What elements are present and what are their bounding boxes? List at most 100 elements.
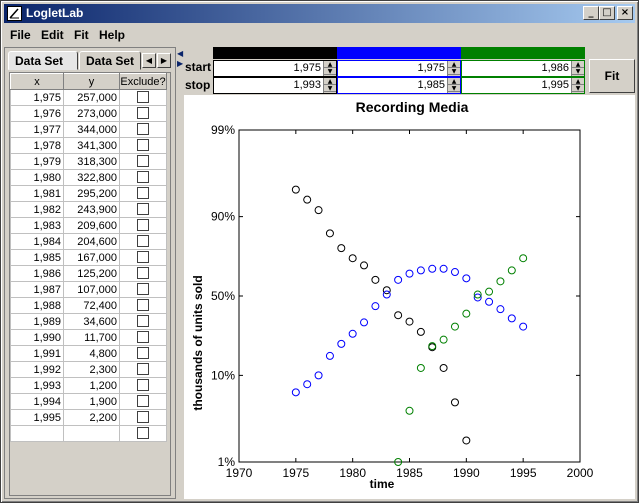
exclude-checkbox[interactable] — [137, 282, 149, 295]
maximize-button[interactable]: □ — [599, 6, 615, 20]
cell-x[interactable]: 1,986 — [10, 265, 64, 282]
exclude-checkbox[interactable] — [137, 330, 149, 343]
cell-x[interactable]: 1,975 — [10, 89, 64, 106]
table-row[interactable]: 1,984 204,600 — [10, 233, 167, 250]
cell-x[interactable]: 1,995 — [10, 409, 64, 426]
stop-value[interactable]: 1,985 — [417, 79, 445, 91]
cell-x[interactable]: 1,987 — [10, 281, 64, 298]
menu-edit[interactable]: Edit — [41, 28, 64, 42]
cell-y[interactable]: 125,200 — [63, 265, 120, 282]
cell-x[interactable]: 1,979 — [10, 153, 64, 170]
spinner-down-icon[interactable]: ▼ — [324, 68, 336, 75]
cell-y[interactable]: 167,000 — [63, 249, 120, 266]
table-row[interactable]: 1,978 341,300 — [10, 137, 167, 154]
cell-x[interactable]: 1,983 — [10, 217, 64, 234]
menu-help[interactable]: Help — [99, 28, 126, 42]
spinner-up-icon[interactable]: ▲ — [324, 78, 336, 85]
cell-y[interactable]: 2,200 — [63, 409, 120, 426]
table-row[interactable]: 1,981 295,200 — [10, 185, 167, 202]
exclude-checkbox[interactable] — [137, 394, 149, 407]
exclude-checkbox[interactable] — [137, 266, 149, 279]
exclude-checkbox[interactable] — [137, 154, 149, 167]
tab-data-set-1[interactable]: Data Set — [8, 51, 78, 70]
cell-x[interactable]: 1,994 — [10, 393, 64, 410]
exclude-checkbox[interactable] — [137, 122, 149, 135]
cell-x[interactable]: 1,984 — [10, 233, 64, 250]
exclude-checkbox[interactable] — [137, 362, 149, 375]
close-button[interactable]: × — [617, 6, 633, 20]
cell-x[interactable]: 1,990 — [10, 329, 64, 346]
table-row[interactable]: 1,988 72,400 — [10, 297, 167, 314]
cell-y[interactable] — [63, 425, 120, 442]
exclude-checkbox[interactable] — [137, 218, 149, 231]
exclude-checkbox[interactable] — [137, 250, 149, 263]
start-value[interactable]: 1,986 — [541, 62, 569, 74]
column-header-x[interactable]: x — [10, 73, 64, 90]
exclude-checkbox[interactable] — [137, 234, 149, 247]
cell-x[interactable]: 1,992 — [10, 361, 64, 378]
table-row[interactable]: 1,994 1,900 — [10, 393, 167, 410]
title-bar[interactable]: LogletLab _ □ × — [4, 4, 635, 23]
table-row[interactable]: 1,982 243,900 — [10, 201, 167, 218]
fit-button[interactable]: Fit — [589, 59, 635, 93]
spinner-up-icon[interactable]: ▲ — [448, 78, 460, 85]
tab-data-set-2[interactable]: Data Set — [79, 51, 141, 70]
minimize-button[interactable]: _ — [583, 6, 599, 20]
cell-y[interactable]: 295,200 — [63, 185, 120, 202]
cell-y[interactable]: 341,300 — [63, 137, 120, 154]
start-value[interactable]: 1,975 — [417, 62, 445, 74]
stop-spinner[interactable]: 1,985 ▲ ▼ — [337, 77, 461, 94]
start-spinner[interactable]: 1,986 ▲ ▼ — [461, 60, 585, 77]
cell-y[interactable]: 1,900 — [63, 393, 120, 410]
table-row[interactable]: 1,990 11,700 — [10, 329, 167, 346]
spinner-down-icon[interactable]: ▼ — [572, 85, 584, 92]
table-row[interactable]: 1,992 2,300 — [10, 361, 167, 378]
table-row[interactable]: 1,987 107,000 — [10, 281, 167, 298]
exclude-checkbox[interactable] — [137, 314, 149, 327]
exclude-checkbox[interactable] — [137, 426, 149, 439]
stop-spinner[interactable]: 1,995 ▲ ▼ — [461, 77, 585, 94]
cell-x[interactable]: 1,980 — [10, 169, 64, 186]
cell-y[interactable]: 34,600 — [63, 313, 120, 330]
table-row[interactable]: 1,977 344,000 — [10, 121, 167, 138]
cell-y[interactable]: 322,800 — [63, 169, 120, 186]
cell-x[interactable]: 1,977 — [10, 121, 64, 138]
spinner-down-icon[interactable]: ▼ — [448, 68, 460, 75]
cell-x[interactable]: 1,993 — [10, 377, 64, 394]
cell-y[interactable]: 344,000 — [63, 121, 120, 138]
exclude-checkbox[interactable] — [137, 106, 149, 119]
menu-file[interactable]: File — [10, 28, 31, 42]
cell-y[interactable]: 318,300 — [63, 153, 120, 170]
cell-x[interactable]: 1,976 — [10, 105, 64, 122]
cell-x[interactable]: 1,982 — [10, 201, 64, 218]
cell-y[interactable]: 204,600 — [63, 233, 120, 250]
cell-y[interactable]: 11,700 — [63, 329, 120, 346]
cell-x[interactable]: 1,988 — [10, 297, 64, 314]
start-value[interactable]: 1,975 — [293, 62, 321, 74]
cell-y[interactable]: 1,200 — [63, 377, 120, 394]
exclude-checkbox[interactable] — [137, 410, 149, 423]
exclude-checkbox[interactable] — [137, 378, 149, 391]
exclude-checkbox[interactable] — [137, 186, 149, 199]
table-row[interactable]: 1,976 273,000 — [10, 105, 167, 122]
table-row[interactable]: 1,985 167,000 — [10, 249, 167, 266]
stop-value[interactable]: 1,993 — [293, 79, 321, 91]
column-header-exclude[interactable]: Exclude? — [119, 73, 167, 90]
cell-x[interactable]: 1,989 — [10, 313, 64, 330]
table-row[interactable] — [10, 425, 167, 442]
cell-x[interactable]: 1,978 — [10, 137, 64, 154]
table-row[interactable]: 1,980 322,800 — [10, 169, 167, 186]
cell-y[interactable]: 209,600 — [63, 217, 120, 234]
cell-y[interactable]: 2,300 — [63, 361, 120, 378]
panel-splitter[interactable]: ◀ ▶ — [177, 47, 183, 499]
cell-x[interactable]: 1,981 — [10, 185, 64, 202]
cell-x[interactable]: 1,985 — [10, 249, 64, 266]
exclude-checkbox[interactable] — [137, 170, 149, 183]
start-spinner[interactable]: 1,975 ▲ ▼ — [213, 60, 337, 77]
exclude-checkbox[interactable] — [137, 346, 149, 359]
cell-y[interactable]: 72,400 — [63, 297, 120, 314]
table-row[interactable]: 1,995 2,200 — [10, 409, 167, 426]
splitter-right-arrow-icon[interactable]: ▶ — [177, 59, 184, 68]
exclude-checkbox[interactable] — [137, 202, 149, 215]
spinner-up-icon[interactable]: ▲ — [448, 61, 460, 68]
